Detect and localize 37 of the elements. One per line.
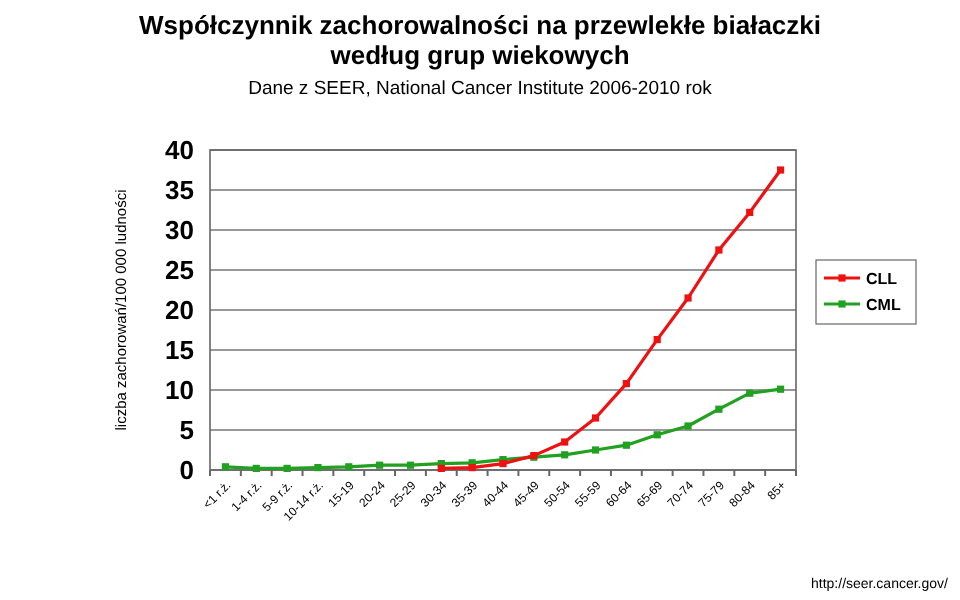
point (252, 464, 260, 472)
point (715, 405, 723, 413)
point (561, 438, 569, 446)
y-tick-label: 35 (165, 175, 194, 206)
point (468, 464, 476, 472)
point (653, 336, 661, 344)
point (622, 380, 630, 388)
point (776, 385, 785, 393)
y-tick-label: 0 (179, 455, 194, 486)
point (376, 461, 384, 469)
point (345, 463, 353, 471)
chart-title: Współczynnik zachorowalności na przewlekłe białaczki według grup wiekowych (139, 10, 821, 70)
legend-label: CLL (866, 269, 898, 288)
point (561, 451, 569, 459)
point (746, 208, 754, 216)
point (684, 294, 692, 302)
chart-subtitle: Dane z SEER, National Cancer Institute 2006-2010 rok (248, 78, 713, 100)
point (221, 463, 230, 471)
point (314, 464, 322, 472)
y-tick-label: 40 (165, 135, 194, 166)
point (622, 441, 630, 449)
y-tick-label: 10 (165, 375, 194, 406)
y-tick-label: 30 (165, 215, 194, 246)
point (776, 166, 785, 174)
y-tick-label: 5 (179, 415, 194, 446)
point (591, 414, 600, 422)
point (406, 461, 415, 469)
y-tick-label: 15 (165, 335, 194, 366)
point (715, 246, 723, 254)
point (591, 446, 600, 454)
legend-label: CML (866, 295, 901, 314)
point (684, 422, 692, 430)
point (746, 389, 754, 397)
y-tick-label: 20 (165, 295, 194, 326)
point (283, 464, 291, 472)
y-tick-label: 25 (165, 255, 194, 286)
point (653, 431, 661, 439)
